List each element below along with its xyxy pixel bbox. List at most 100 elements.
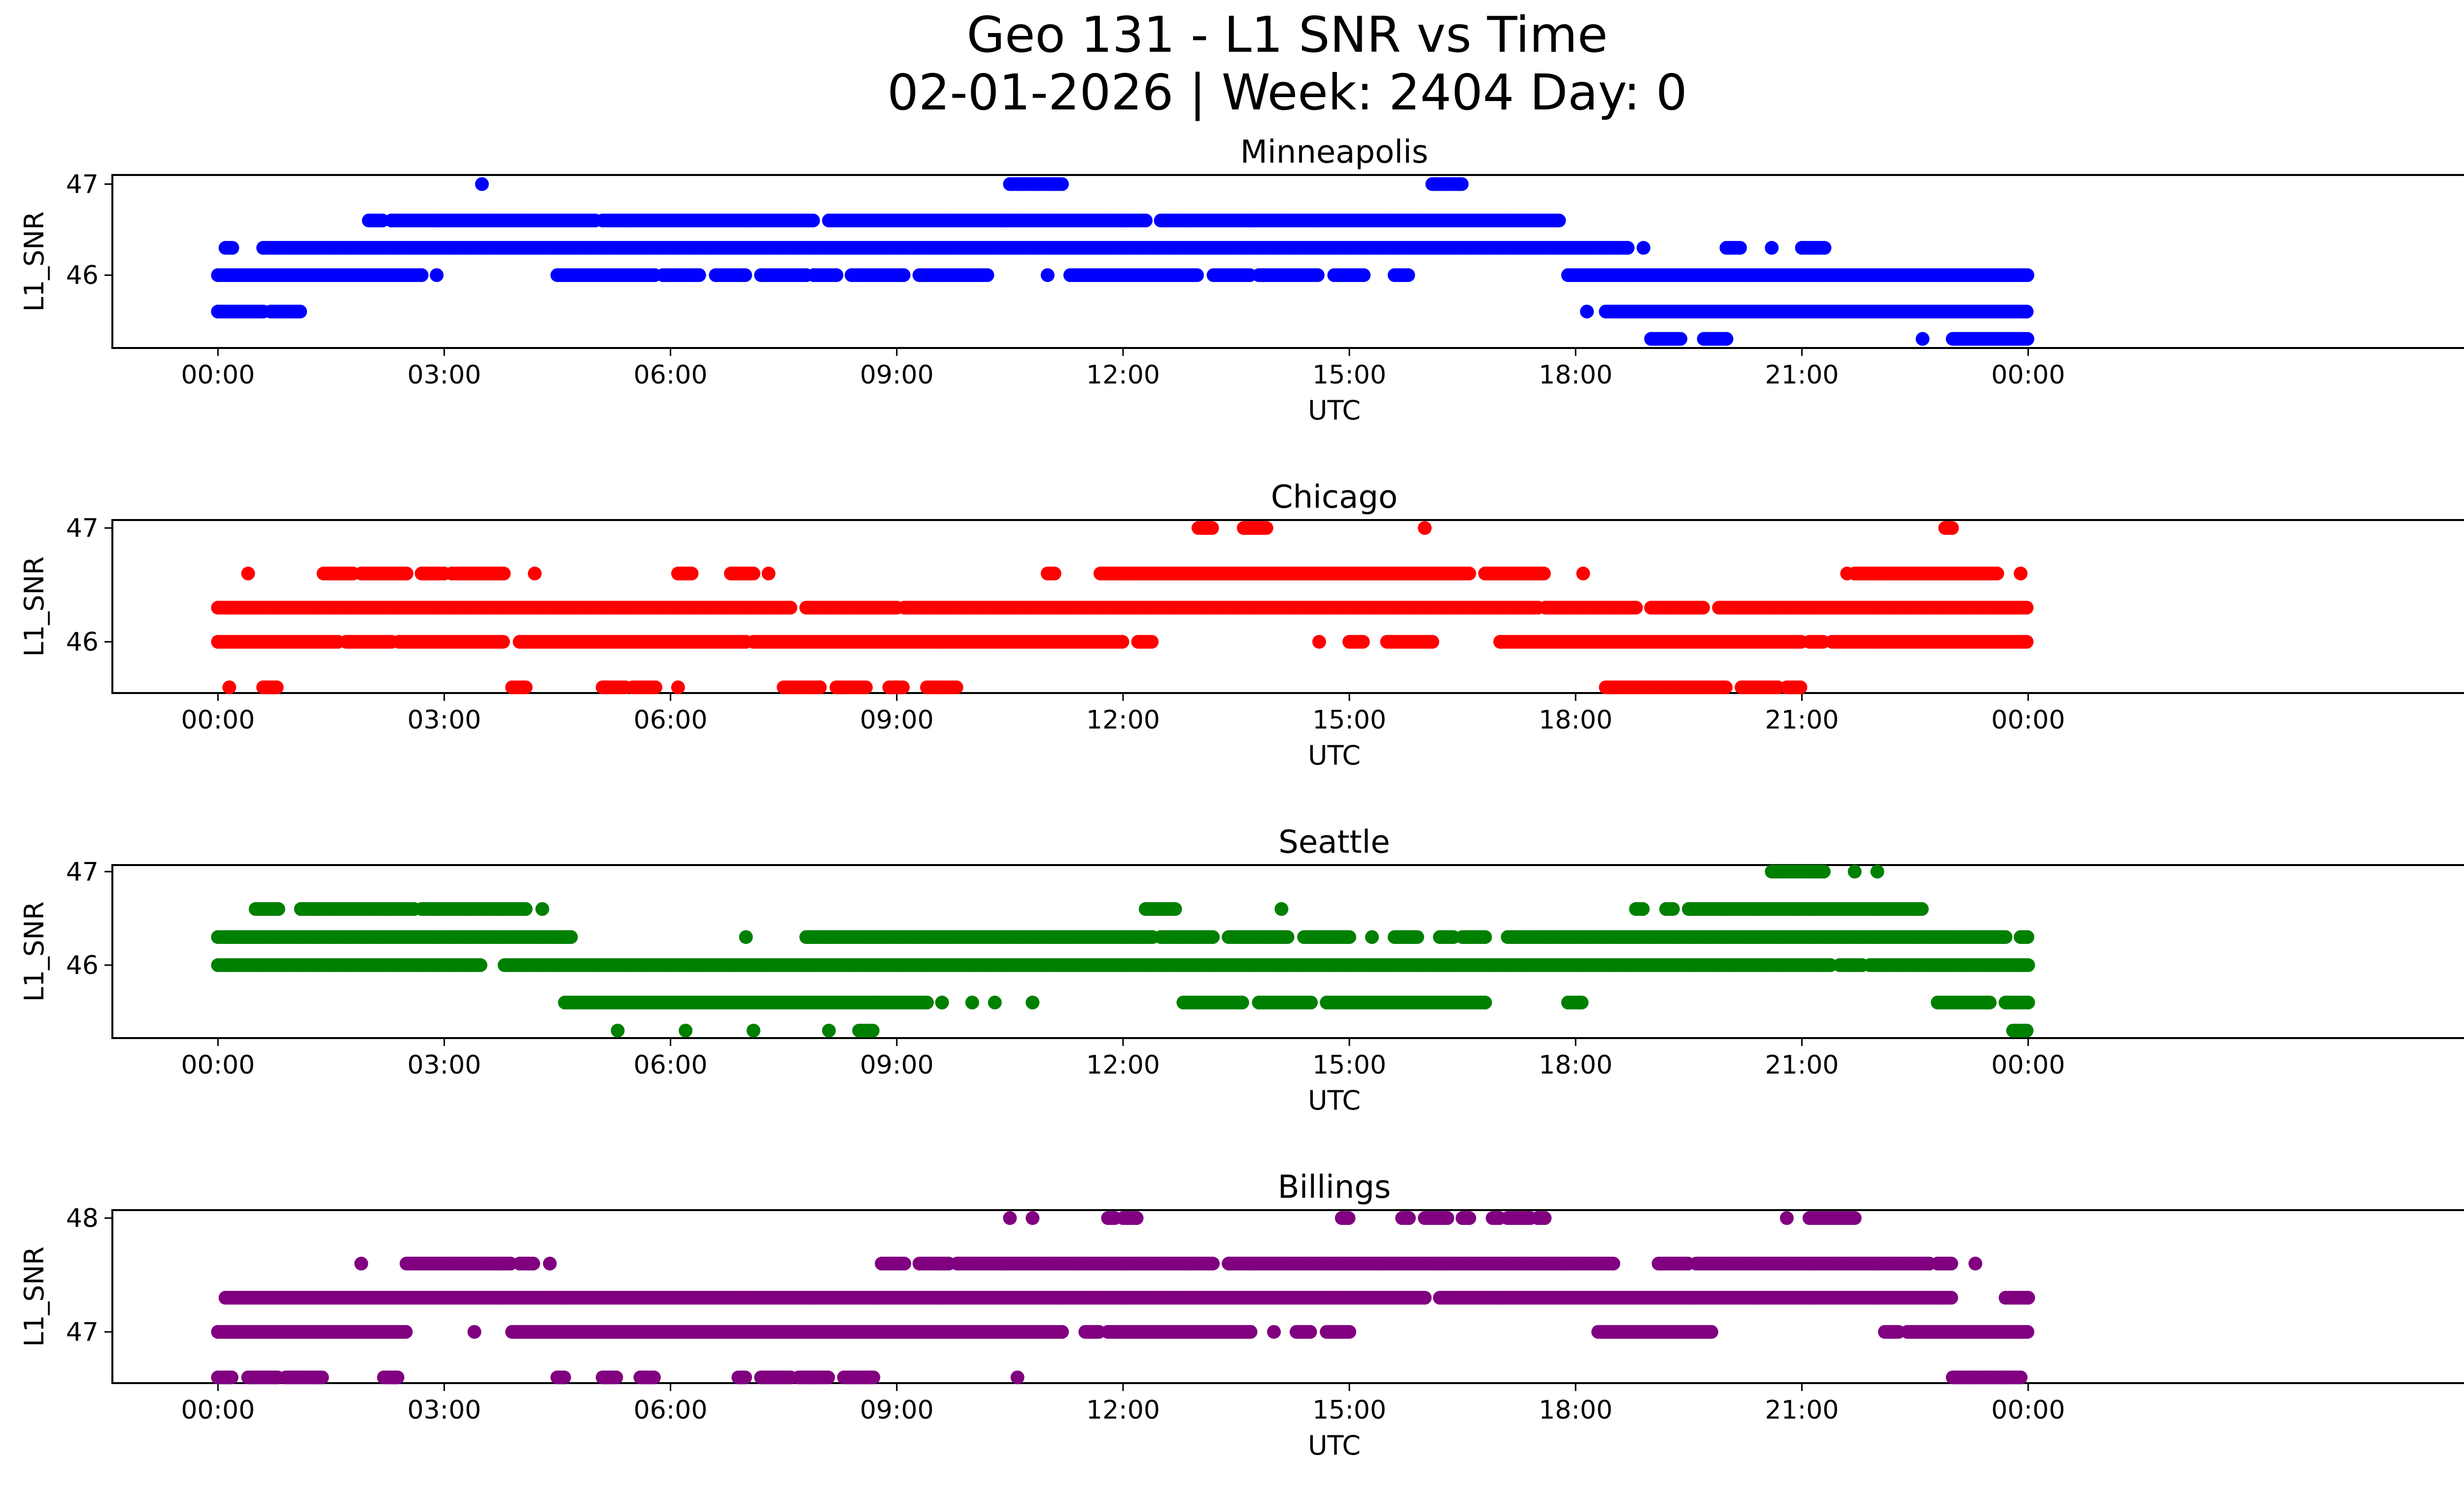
data-point xyxy=(1259,521,1273,535)
figure-title-line1: Geo 131 - L1 SNR vs Time xyxy=(967,6,1608,64)
data-point xyxy=(1552,213,1566,228)
data-point xyxy=(829,268,844,282)
data-point xyxy=(518,680,533,695)
data-point xyxy=(564,930,578,944)
data-point xyxy=(430,268,444,282)
x-tick-label: 18:00 xyxy=(1539,705,1612,735)
subplot-title: Seattle xyxy=(1278,824,1390,861)
axes-frame xyxy=(111,174,2464,349)
x-tick-label: 21:00 xyxy=(1765,705,1839,735)
data-point xyxy=(949,680,963,695)
x-axis-label: UTC xyxy=(1308,1085,1361,1116)
x-tick-label: 21:00 xyxy=(1765,1050,1839,1080)
x-tick-label: 09:00 xyxy=(860,705,934,735)
y-axis-label: L1_SNR xyxy=(19,556,50,657)
data-point xyxy=(1418,521,1432,535)
data-point xyxy=(1620,241,1635,255)
x-tick-label: 00:00 xyxy=(181,705,255,735)
data-point xyxy=(1733,241,1747,255)
x-tick-label: 09:00 xyxy=(860,1050,934,1080)
data-point xyxy=(1365,930,1379,944)
x-tick-label: 00:00 xyxy=(1991,1050,2065,1080)
data-point xyxy=(1990,566,2004,581)
data-point xyxy=(497,566,511,581)
data-point xyxy=(1915,902,1929,916)
data-point xyxy=(859,680,873,695)
data-point xyxy=(783,600,797,615)
x-tick-label: 06:00 xyxy=(634,705,708,735)
y-tick-label: 47 xyxy=(66,514,99,543)
data-point xyxy=(399,566,413,581)
y-tick-label: 47 xyxy=(66,170,99,199)
data-point xyxy=(1537,566,1551,581)
x-tick-label: 03:00 xyxy=(408,705,481,735)
subplot-title: Chicago xyxy=(1271,479,1398,516)
data-point xyxy=(241,566,255,581)
x-tick-label: 12:00 xyxy=(1086,705,1160,735)
x-tick-label: 00:00 xyxy=(1991,360,2065,390)
x-tick-label: 00:00 xyxy=(181,360,255,390)
subplot-title: Minneapolis xyxy=(1240,134,1428,171)
data-point xyxy=(671,680,685,695)
data-point xyxy=(1425,635,1439,649)
data-point xyxy=(1719,332,1734,346)
data-points xyxy=(211,177,2035,346)
data-point xyxy=(1765,241,1779,255)
data-point xyxy=(1357,268,1371,282)
data-point xyxy=(1817,241,1832,255)
data-point xyxy=(806,213,820,228)
y-tick-label: 46 xyxy=(66,261,99,290)
data-point xyxy=(1055,177,1069,191)
data-point xyxy=(1190,268,1204,282)
data-point xyxy=(1629,600,1643,615)
data-point xyxy=(1401,268,1415,282)
data-point xyxy=(1168,902,1182,916)
data-point xyxy=(475,177,489,191)
data-point xyxy=(1945,521,1959,535)
x-tick-label: 03:00 xyxy=(408,360,481,390)
data-point xyxy=(2019,635,2034,649)
data-point xyxy=(692,268,706,282)
data-point xyxy=(528,566,542,581)
data-point xyxy=(1916,332,1930,346)
x-tick-label: 21:00 xyxy=(1765,360,1839,390)
x-tick-label: 15:00 xyxy=(1312,360,1386,390)
data-point xyxy=(2019,305,2034,319)
x-axis-label: UTC xyxy=(1308,740,1361,771)
data-point xyxy=(1576,566,1590,581)
x-tick-label: 09:00 xyxy=(860,360,934,390)
y-axis-label: L1_SNR xyxy=(19,902,50,1002)
data-point xyxy=(1462,566,1476,581)
data-point xyxy=(1274,902,1289,916)
data-point xyxy=(1696,600,1710,615)
data-point xyxy=(1310,268,1325,282)
x-axis-label: UTC xyxy=(1308,395,1361,426)
data-point xyxy=(1206,930,1220,944)
data-point xyxy=(1040,268,1055,282)
data-point xyxy=(1998,930,2013,944)
data-point xyxy=(225,241,240,255)
data-point xyxy=(222,680,237,695)
data-point xyxy=(1637,241,1651,255)
data-point xyxy=(518,902,533,916)
data-point xyxy=(1455,177,1469,191)
chart-panels: Minneapolis 00:00 03:00 06:00 09:00 12:00 15:0… xyxy=(19,134,2464,1461)
data-point xyxy=(1115,635,1129,649)
data-point xyxy=(1342,930,1357,944)
data-point xyxy=(980,268,994,282)
data-point xyxy=(1718,680,1733,695)
data-point xyxy=(1205,521,1219,535)
data-point xyxy=(684,566,699,581)
data-point xyxy=(1580,305,1594,319)
x-tick-label: 12:00 xyxy=(1086,360,1160,390)
data-point xyxy=(738,268,753,282)
data-point xyxy=(761,566,776,581)
data-point xyxy=(1312,635,1326,649)
data-point xyxy=(896,268,911,282)
data-point xyxy=(1145,635,1159,649)
data-point xyxy=(1138,213,1153,228)
data-point xyxy=(746,566,760,581)
data-point xyxy=(1410,930,1424,944)
data-point xyxy=(2020,930,2035,944)
